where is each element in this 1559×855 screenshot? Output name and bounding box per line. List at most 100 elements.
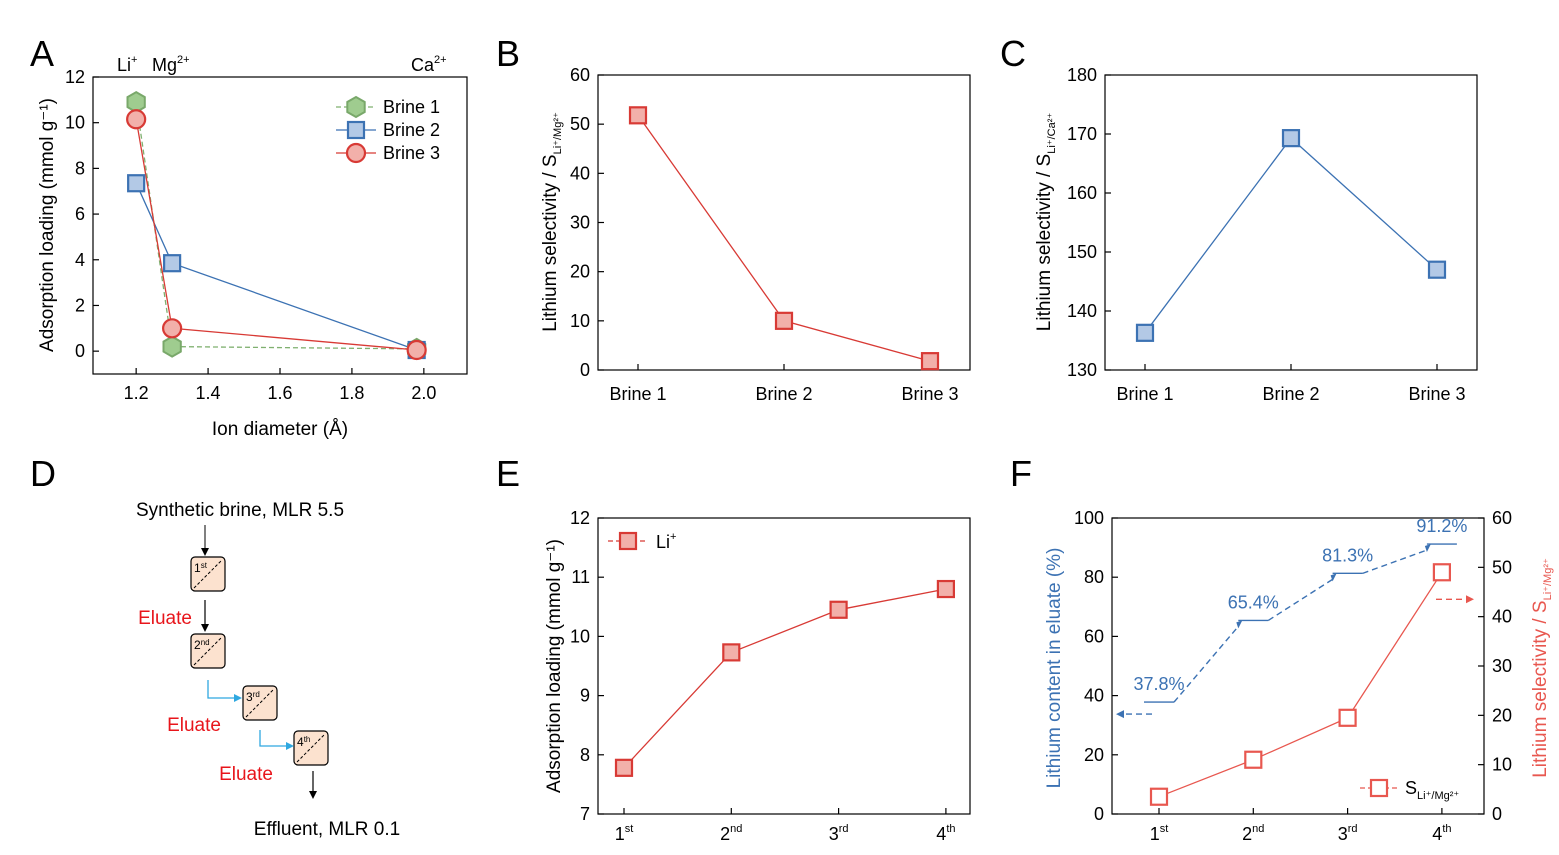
- legend-a-marker-1: [346, 120, 366, 140]
- arrowhead-4-out: [309, 791, 317, 799]
- legend-a-label-1: Brine 2: [383, 120, 440, 140]
- e-series-line: [623, 588, 947, 769]
- e-ytick-label-1: 8: [580, 745, 590, 765]
- a-point-2-2: [406, 339, 427, 361]
- e-ytick-label-4: 11: [571, 567, 590, 587]
- e-xtick-label-2-sup: rd: [839, 823, 849, 835]
- f-point-red-2: [1338, 708, 1357, 727]
- arrow-2-3: [207, 680, 236, 699]
- f-xtick-label-0-sup: st: [1160, 823, 1169, 835]
- plot-frame-c: [1104, 74, 1478, 371]
- chart-c: Lithium selectivity / SLi⁺/Ca²⁺ Brine 1 B…: [1034, 65, 1478, 404]
- e-ytick-label-0: 7: [580, 804, 590, 824]
- f-right-ytick-label-6: 60: [1492, 508, 1512, 528]
- legend-f-label: SLi⁺/Mg²⁺: [1405, 778, 1459, 802]
- f-level-label-2: 81.3%: [1322, 545, 1373, 565]
- e-xtick-label-1-sup: nd: [730, 823, 742, 835]
- b-point-0: [628, 106, 648, 125]
- c-ytick-label-5: 180: [1067, 65, 1097, 85]
- c-xtick-label-2: Brine 3: [1408, 384, 1465, 404]
- f-point-red-3: [1432, 563, 1452, 582]
- stage-label-sup-2: rd: [253, 690, 260, 699]
- legend-e-label-base: Li: [656, 532, 670, 552]
- e-xtick-label-2: 3rd: [829, 823, 849, 844]
- f-axis-indicator-left-head: [1116, 710, 1124, 719]
- stage-label-sup-3: th: [304, 735, 311, 744]
- c-xtick-label-1: Brine 2: [1262, 384, 1319, 404]
- panel-letter-a: A: [30, 33, 54, 74]
- f-left-ytick-label-4: 80: [1084, 567, 1104, 587]
- y-axis-title-b-main: Lithium selectivity / S: [540, 154, 561, 331]
- f-xtick-label-3: 4th: [1432, 823, 1451, 844]
- f-right-ytick-label-3: 30: [1492, 656, 1512, 676]
- legend-e: Li+: [608, 531, 676, 552]
- chart-e: Adsorption loading (mmol g⁻¹) Li+ 1st 2nd…: [544, 508, 971, 844]
- stage-label-2: 3rd: [246, 690, 260, 704]
- f-connector-0: [1173, 625, 1239, 703]
- panel-letter-d: D: [30, 453, 56, 494]
- ion-label-ca: Ca2+: [411, 54, 447, 75]
- c-ytick-label-4: 170: [1067, 124, 1097, 144]
- stage-label-base-3: 4: [297, 735, 304, 749]
- ion-label-mg-sup: 2+: [177, 54, 190, 66]
- c-ytick-label-2: 150: [1067, 242, 1097, 262]
- stage-divider-2: [245, 688, 275, 718]
- e-xtick-label-1: 2nd: [720, 823, 742, 844]
- a-series-line-2: [135, 119, 417, 351]
- b-ytick-label-3: 30: [570, 213, 590, 233]
- c-xtick-label-0: Brine 1: [1116, 384, 1173, 404]
- legend-e-label: Li+: [656, 531, 676, 552]
- eluate-label-3: Eluate: [219, 764, 273, 785]
- e-ytick-label-5: 12: [570, 508, 590, 528]
- panel-letter-f: F: [1010, 453, 1032, 494]
- f-connector-head-1: [1330, 573, 1337, 582]
- a-point-2-1: [162, 318, 183, 339]
- y-axis-title-a: Adsorption loading (mmol g⁻¹): [37, 98, 58, 352]
- y-axis-title-f-right-main: Lithium selectivity / S: [1530, 600, 1551, 777]
- stage-label-sup-1: nd: [201, 638, 210, 647]
- legend-a-label-0: Brine 1: [383, 97, 440, 117]
- a-ytick-label-5: 10: [65, 113, 85, 133]
- plot-frame-e: [597, 517, 971, 815]
- stage-label-3: 4th: [297, 735, 310, 749]
- a-point-1-1: [163, 254, 182, 273]
- legend-f-label-base: S: [1405, 778, 1417, 798]
- chart-b: Lithium selectivity / SLi⁺/Mg²⁺ Brine 1 B…: [540, 65, 971, 404]
- y-axis-title-c-sub: Li⁺/Ca²⁺: [1046, 113, 1058, 154]
- flow-diagram: Synthetic brine, MLR 5.5 Effluent, MLR 0…: [136, 500, 400, 840]
- b-ytick-label-5: 50: [570, 114, 590, 134]
- b-ytick-label-0: 0: [580, 360, 590, 380]
- f-right-ytick-label-4: 40: [1492, 607, 1512, 627]
- eluate-label-1: Eluate: [138, 608, 192, 629]
- legend-e-marker: [618, 531, 638, 551]
- legend-a-marker-2: [345, 142, 367, 164]
- arrowhead-1-2: [201, 624, 209, 632]
- f-right-ytick-label-2: 20: [1492, 705, 1512, 725]
- stage-label-1: 2nd: [194, 638, 210, 652]
- f-level-label-3: 91.2%: [1416, 516, 1467, 536]
- a-xtick-label-4: 2.0: [411, 383, 436, 403]
- f-point-red-0: [1149, 787, 1169, 806]
- panel-letter-c: C: [1000, 33, 1026, 74]
- b-xtick-label-1: Brine 2: [755, 384, 812, 404]
- y-axis-title-f-left: Lithium content in eluate (%): [1044, 548, 1065, 789]
- arrowhead-3-4: [286, 742, 294, 750]
- f-right-ytick-label-0: 0: [1492, 804, 1502, 824]
- a-ytick-label-3: 6: [75, 204, 85, 224]
- f-xtick-label-1-sup: nd: [1252, 823, 1264, 835]
- stage-divider-0: [193, 559, 223, 589]
- f-xtick-label-0-base: 1: [1150, 824, 1160, 844]
- f-left-ytick-label-3: 60: [1084, 626, 1104, 646]
- arrowhead-2-3: [234, 694, 242, 702]
- b-point-1: [774, 311, 794, 330]
- a-ytick-label-0: 0: [75, 341, 85, 361]
- c-point-0: [1135, 323, 1155, 342]
- f-xtick-label-1: 2nd: [1242, 823, 1264, 844]
- ion-label-ca-base: Ca: [411, 55, 435, 75]
- y-axis-title-b-sub: Li⁺/Mg²⁺: [552, 112, 564, 154]
- f-left-ytick-label-0: 0: [1094, 804, 1104, 824]
- ion-label-li-sup: +: [131, 54, 137, 66]
- ion-label-mg-base: Mg: [152, 55, 177, 75]
- f-left-ytick-label-1: 20: [1084, 745, 1104, 765]
- f-series-line-red: [1158, 571, 1443, 798]
